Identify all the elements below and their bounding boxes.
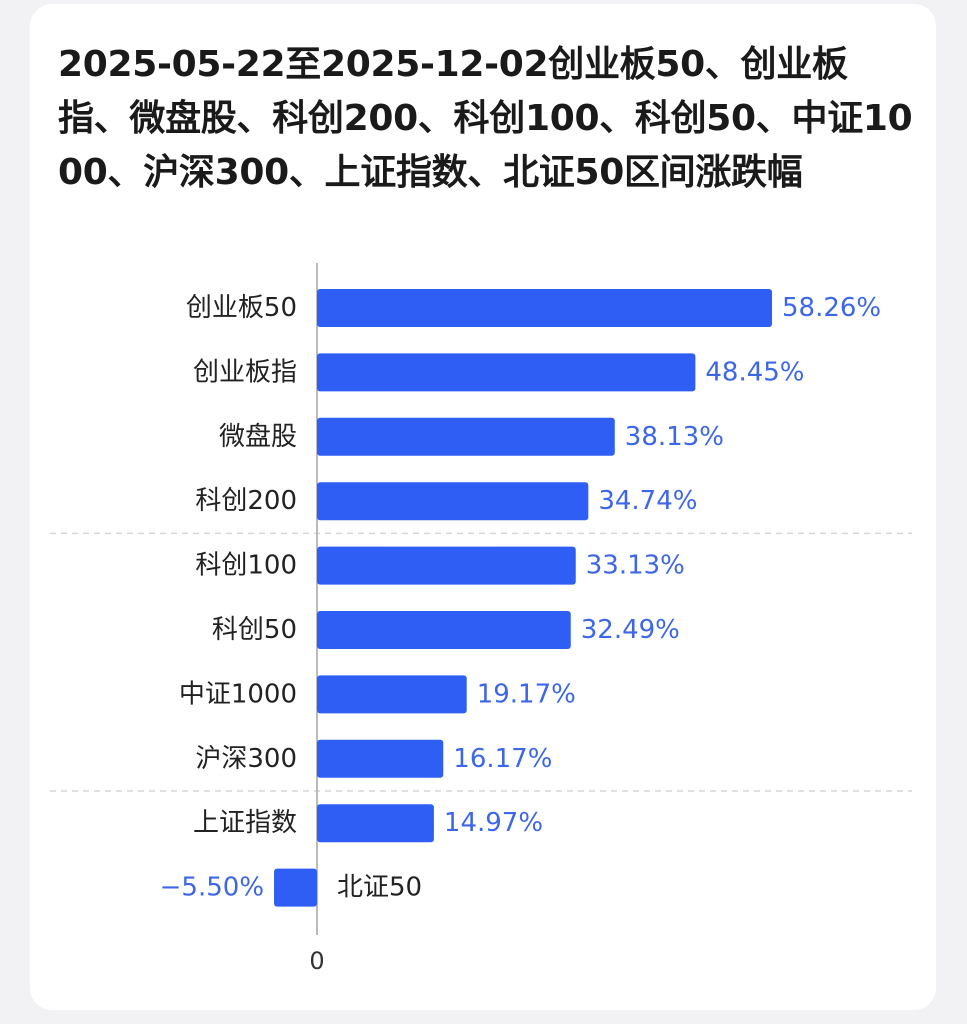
category-label-10: 北证50 <box>337 873 422 903</box>
value-label-3: 38.13% <box>625 422 724 452</box>
category-label-9: 上证指数 <box>193 808 297 838</box>
bar-1 <box>317 289 772 327</box>
value-label-8: 16.17% <box>453 744 552 774</box>
category-label-5: 科创100 <box>195 551 297 581</box>
value-label-2: 48.45% <box>705 357 804 387</box>
category-label-8: 沪深300 <box>195 744 297 774</box>
value-label-6: 32.49% <box>581 615 680 645</box>
value-label-9: 14.97% <box>444 808 543 838</box>
bar-9 <box>317 804 434 843</box>
bar-3 <box>317 417 615 456</box>
chart-title: 2025-05-22至2025-12-02创业板50、创业板指、微盘股、科创20… <box>58 44 913 193</box>
value-label-4: 34.74% <box>598 486 697 516</box>
category-label-6: 科创50 <box>212 615 297 645</box>
bar-7 <box>317 675 467 714</box>
category-label-7: 中证1000 <box>179 679 297 709</box>
value-label-5: 33.13% <box>586 551 685 581</box>
value-label-10: −5.50% <box>160 873 264 903</box>
chart-card: 2025-05-22至2025-12-02创业板50、创业板指、微盘股、科创20… <box>30 4 936 1010</box>
category-label-1: 创业板50 <box>186 293 297 323</box>
value-label-7: 19.17% <box>477 679 576 709</box>
bar-5 <box>317 546 576 585</box>
bar-2 <box>317 353 696 392</box>
category-label-4: 科创200 <box>195 486 297 516</box>
bar-4 <box>317 482 589 521</box>
category-label-2: 创业板指 <box>193 357 297 387</box>
value-label-1: 58.26% <box>782 293 881 323</box>
bar-6 <box>317 611 571 649</box>
bar-10 <box>274 868 317 907</box>
x-tick-label-1: 0 <box>309 947 324 975</box>
bar-8 <box>317 739 444 778</box>
category-label-3: 微盘股 <box>219 422 297 452</box>
